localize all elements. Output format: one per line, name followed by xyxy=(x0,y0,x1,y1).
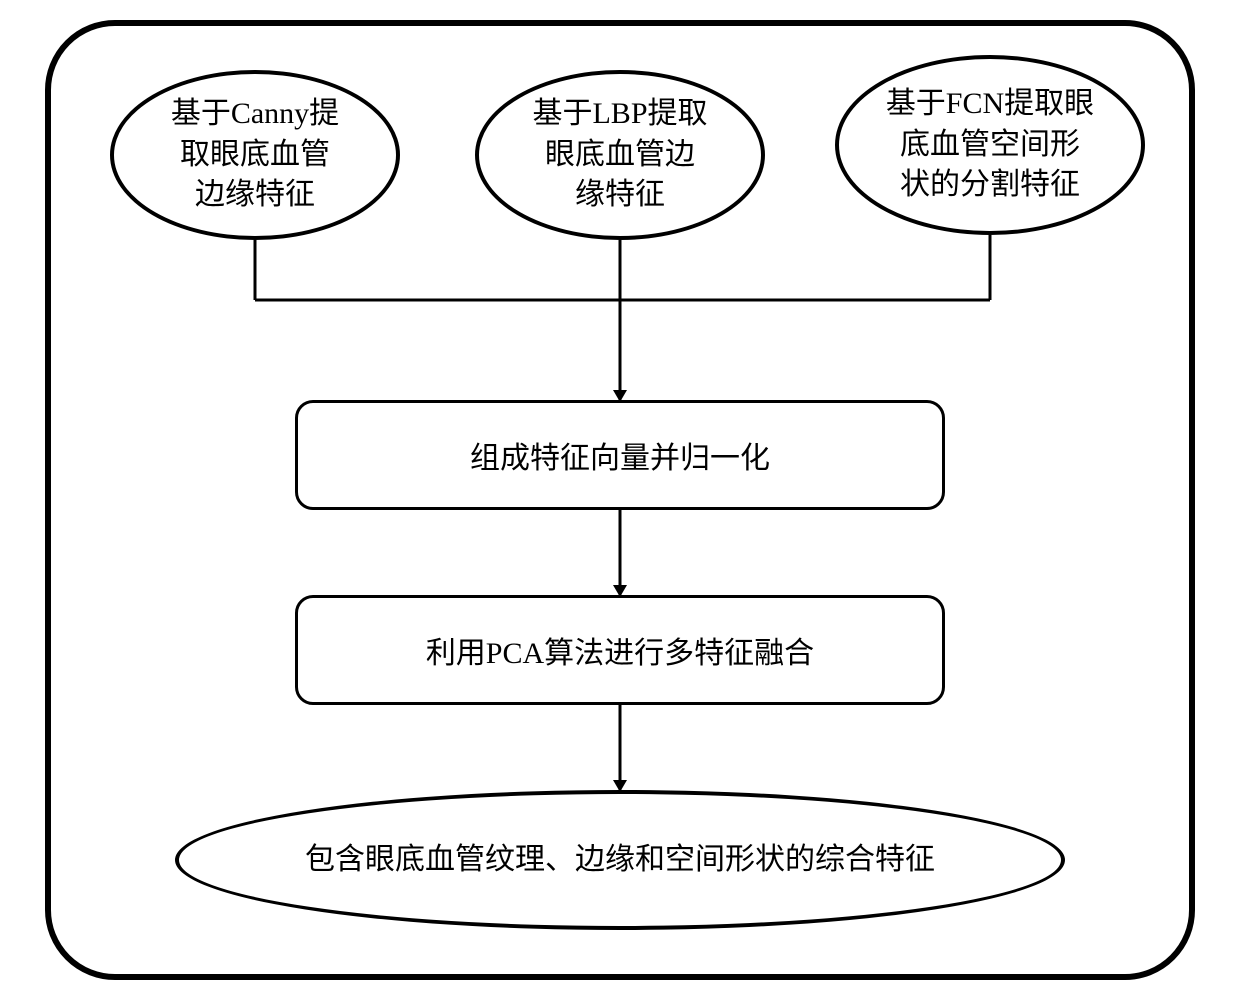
node-output: 包含眼底血管纹理、边缘和空间形状的综合特征 xyxy=(175,790,1065,930)
node-concat: 组成特征向量并归一化 xyxy=(295,400,945,510)
node-concat-label: 组成特征向量并归一化 xyxy=(462,427,778,483)
node-canny: 基于Canny提取眼底血管边缘特征 xyxy=(110,70,400,240)
node-fcn-label: 基于FCN提取眼底血管空间形状的分割特征 xyxy=(878,78,1102,212)
node-pca-label: 利用PCA算法进行多特征融合 xyxy=(418,622,822,678)
node-lbp: 基于LBP提取眼底血管边缘特征 xyxy=(475,70,765,240)
node-fcn: 基于FCN提取眼底血管空间形状的分割特征 xyxy=(835,55,1145,235)
node-output-label: 包含眼底血管纹理、边缘和空间形状的综合特征 xyxy=(297,834,943,887)
node-pca: 利用PCA算法进行多特征融合 xyxy=(295,595,945,705)
node-canny-label: 基于Canny提取眼底血管边缘特征 xyxy=(163,88,347,222)
node-lbp-label: 基于LBP提取眼底血管边缘特征 xyxy=(524,88,715,222)
